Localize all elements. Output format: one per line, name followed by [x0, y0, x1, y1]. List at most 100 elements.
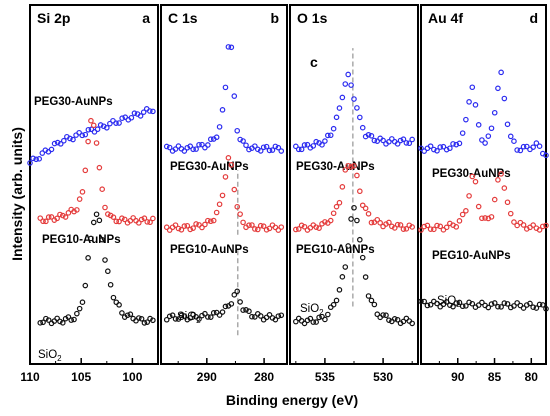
series-label: PEG30-AuNPs [170, 161, 249, 173]
data-point [48, 146, 55, 153]
data-point [475, 302, 482, 308]
data-point [362, 274, 369, 280]
data-point [357, 188, 363, 195]
data-point [99, 236, 105, 243]
data-point [225, 44, 232, 50]
data-point [187, 226, 194, 233]
data-point [298, 146, 305, 153]
data-point [498, 171, 504, 177]
x-tick-label: 110 [20, 370, 40, 384]
data-point [437, 144, 444, 150]
data-point [345, 162, 351, 169]
data-point [257, 222, 264, 229]
data-point [257, 148, 264, 154]
data-point [71, 316, 77, 323]
data-point [205, 314, 211, 320]
data-point [82, 167, 89, 174]
data-point [498, 69, 504, 76]
data-point [507, 210, 514, 217]
data-point [520, 222, 527, 228]
data-point [374, 311, 381, 318]
x-tick-label: 290 [197, 370, 217, 384]
series-2 [293, 162, 415, 233]
data-point [421, 298, 428, 305]
data-point [418, 298, 424, 305]
data-point [57, 211, 63, 218]
data-point [307, 315, 314, 322]
data-point [293, 143, 299, 150]
data-point [380, 137, 386, 144]
data-point [97, 122, 104, 128]
data-point [147, 108, 153, 114]
data-point [163, 143, 170, 150]
data-point [517, 147, 524, 154]
data-point [85, 255, 91, 261]
data-point [40, 319, 46, 326]
data-point [275, 144, 282, 151]
data-point [397, 137, 404, 144]
panel-title: C 1s [168, 10, 198, 26]
data-point [90, 122, 97, 129]
data-point [121, 216, 128, 223]
data-point [275, 313, 282, 319]
data-point [199, 141, 205, 148]
data-point [301, 223, 308, 230]
data-point [263, 143, 270, 150]
panels-group: 110 105 100 Si 2p a PEG30-AuNPs PEG10-AuNPs SiO… [20, 4, 549, 384]
data-point [113, 120, 119, 126]
data-point [421, 223, 428, 230]
data-point [45, 214, 52, 220]
data-point [199, 224, 205, 231]
data-point [342, 81, 349, 87]
data-point [427, 301, 434, 308]
data-point [527, 300, 533, 307]
data-point [485, 304, 492, 311]
data-point [501, 95, 508, 102]
data-point [240, 138, 246, 144]
data-point [339, 184, 346, 190]
data-point [482, 215, 488, 221]
data-point [234, 288, 241, 295]
data-point [266, 312, 273, 318]
data-point [450, 303, 456, 310]
data-point [187, 315, 194, 321]
data-point [293, 318, 299, 325]
data-point [348, 216, 354, 222]
data-point [466, 193, 472, 199]
data-point [394, 316, 401, 323]
data-point [504, 301, 511, 307]
data-point [371, 137, 378, 144]
data-point [354, 217, 360, 224]
series-3 [293, 204, 415, 327]
data-point [479, 299, 485, 306]
data-point [166, 227, 173, 233]
data-point [475, 203, 482, 210]
panel-title: Au 4f [428, 10, 463, 26]
data-point [342, 264, 349, 270]
data-point [310, 319, 317, 325]
data-point [193, 146, 199, 152]
panel-2: 290 280 C 1s b PEG30-AuNPs PEG10-AuNPs SiO2 [160, 4, 288, 384]
data-point [327, 217, 334, 224]
data-point [316, 225, 322, 231]
data-point [504, 121, 511, 128]
panel-letter: b [270, 10, 279, 26]
data-point [119, 215, 125, 222]
data-point [94, 126, 101, 133]
data-point [234, 203, 241, 210]
series-label: PEG10-AuNPs [432, 250, 511, 262]
data-point [403, 140, 410, 146]
series-label: SiO2 [437, 295, 461, 309]
data-point [59, 212, 66, 219]
data-point [530, 144, 536, 150]
data-point [48, 214, 55, 220]
data-point [240, 219, 246, 226]
data-point [175, 225, 182, 232]
data-point [463, 303, 469, 309]
data-point [330, 301, 337, 308]
data-point [102, 204, 108, 211]
data-point [43, 218, 49, 225]
data-point [348, 82, 354, 88]
data-point [469, 84, 476, 91]
